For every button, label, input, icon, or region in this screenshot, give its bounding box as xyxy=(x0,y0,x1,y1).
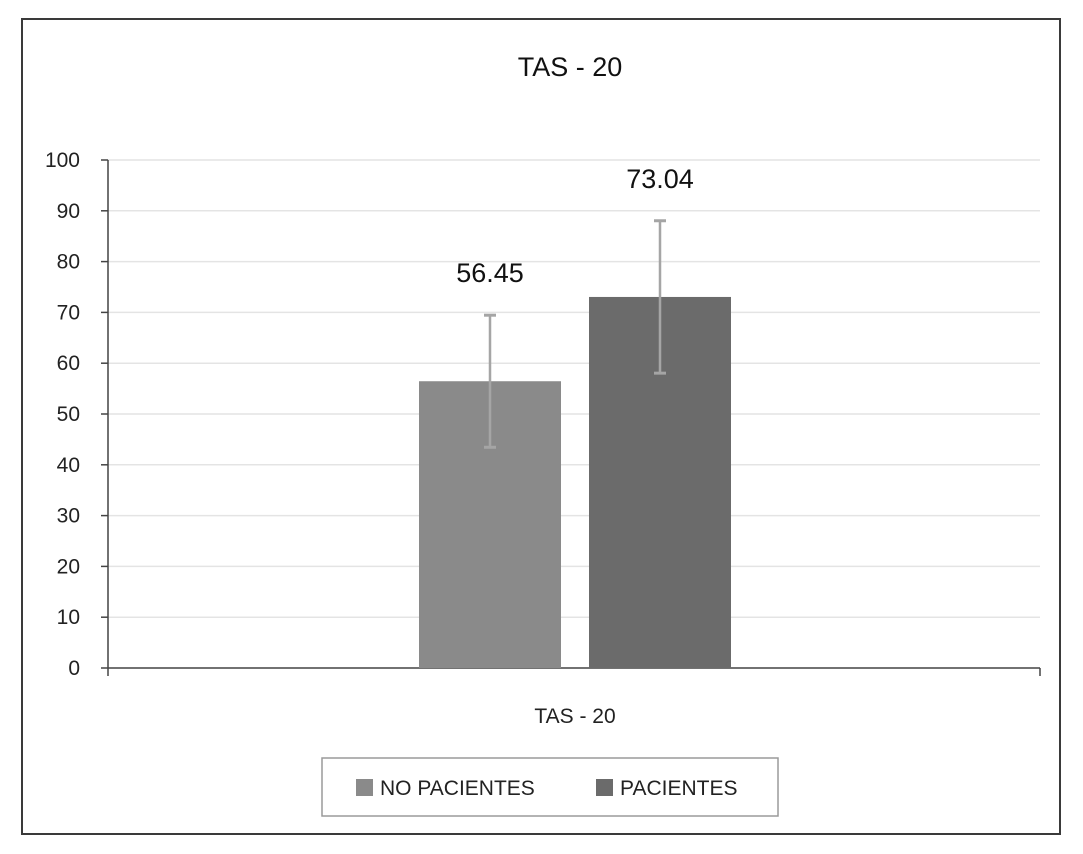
chart-title: TAS - 20 xyxy=(518,52,623,82)
data-label: 56.45 xyxy=(456,258,524,288)
y-tick-label: 10 xyxy=(57,606,80,629)
legend-swatch xyxy=(596,779,613,796)
y-tick-label: 30 xyxy=(57,505,80,528)
y-tick-label: 100 xyxy=(45,149,80,172)
legend-box xyxy=(321,757,779,817)
y-tick-label: 60 xyxy=(57,352,80,375)
legend-swatch xyxy=(356,779,373,796)
gridlines xyxy=(108,159,1040,618)
y-tick-label: 70 xyxy=(57,301,80,324)
axes: 0 10 20 30 40 50 60 70 80 90 100 xyxy=(45,149,1041,680)
data-label: 73.04 xyxy=(626,164,694,194)
y-tick-label: 40 xyxy=(57,454,80,477)
y-tick-label: 80 xyxy=(57,251,80,274)
legend-label: PACIENTES xyxy=(620,777,737,800)
legend-label: NO PACIENTES xyxy=(380,777,535,800)
y-tick-label: 50 xyxy=(57,403,80,426)
y-tick-label: 20 xyxy=(57,555,80,578)
legend: NO PACIENTES PACIENTES xyxy=(321,757,779,817)
bars: 56.45 73.04 xyxy=(419,164,731,668)
y-tick-label: 90 xyxy=(57,200,80,223)
y-tick-label: 0 xyxy=(68,657,80,680)
category-label: TAS - 20 xyxy=(534,705,615,728)
